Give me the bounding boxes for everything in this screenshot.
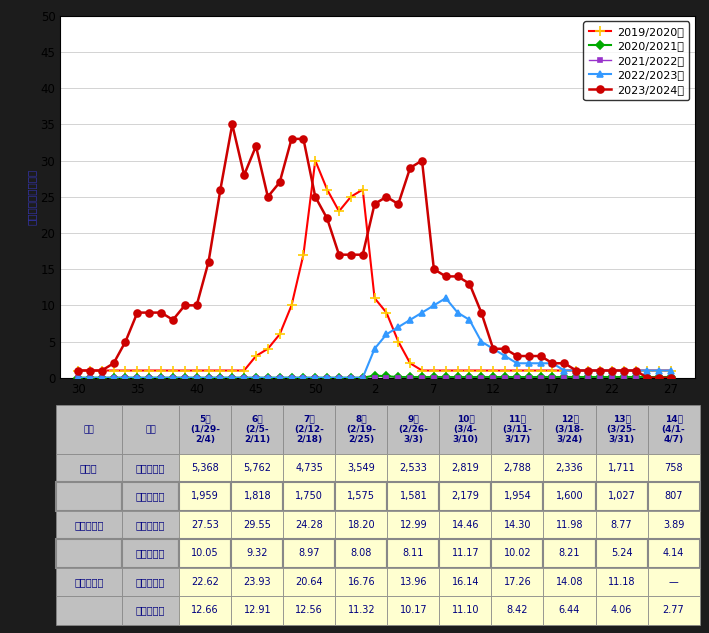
2022/2023年 bbox=[252, 374, 260, 382]
2019/2020年 bbox=[311, 157, 320, 165]
2022/2023年 bbox=[667, 367, 676, 374]
2023/2024年 bbox=[275, 179, 284, 186]
Line: 2023/2024年: 2023/2024年 bbox=[74, 121, 674, 381]
2023/2024年 bbox=[228, 121, 237, 128]
Y-axis label: 定点あたりの報告数: 定点あたりの報告数 bbox=[26, 168, 36, 225]
2020/2021年 bbox=[370, 372, 379, 379]
2023/2024年 bbox=[74, 367, 82, 374]
2022/2023年 bbox=[442, 294, 450, 302]
2023/2024年 bbox=[264, 193, 272, 201]
Legend: 2019/2020年, 2020/2021年, 2021/2022年, 2022/2023年, 2023/2024年: 2019/2020年, 2020/2021年, 2021/2022年, 2022… bbox=[584, 22, 689, 100]
2020/2021年 bbox=[204, 374, 213, 382]
Line: 2022/2023年: 2022/2023年 bbox=[75, 296, 674, 380]
2020/2021年 bbox=[252, 374, 260, 382]
2023/2024年 bbox=[204, 258, 213, 266]
2020/2021年 bbox=[477, 373, 486, 381]
2021/2022年 bbox=[655, 374, 664, 382]
2019/2020年 bbox=[477, 367, 486, 374]
2022/2023年 bbox=[264, 374, 272, 382]
2021/2022年 bbox=[264, 374, 272, 382]
2019/2020年 bbox=[204, 367, 213, 374]
2020/2021年 bbox=[513, 373, 521, 381]
Line: 2019/2020年: 2019/2020年 bbox=[73, 156, 676, 375]
2022/2023年 bbox=[513, 360, 521, 367]
2023/2024年 bbox=[477, 309, 486, 316]
Line: 2020/2021年: 2020/2021年 bbox=[75, 373, 674, 380]
2019/2020年 bbox=[264, 345, 272, 353]
2023/2024年 bbox=[655, 374, 664, 382]
2019/2020年 bbox=[513, 367, 521, 374]
2021/2022年 bbox=[74, 374, 82, 382]
2019/2020年 bbox=[655, 367, 664, 374]
2021/2022年 bbox=[667, 374, 676, 382]
2023/2024年 bbox=[667, 374, 676, 382]
2021/2022年 bbox=[204, 374, 213, 382]
2021/2022年 bbox=[252, 374, 260, 382]
2020/2021年 bbox=[74, 374, 82, 382]
2022/2023年 bbox=[74, 374, 82, 382]
2021/2022年 bbox=[465, 374, 474, 382]
2023/2024年 bbox=[643, 374, 652, 382]
2021/2022年 bbox=[501, 374, 509, 382]
2019/2020年 bbox=[252, 352, 260, 360]
2022/2023年 bbox=[655, 367, 664, 374]
Line: 2021/2022年: 2021/2022年 bbox=[76, 375, 673, 380]
2019/2020年 bbox=[667, 367, 676, 374]
2022/2023年 bbox=[477, 338, 486, 346]
2020/2021年 bbox=[655, 373, 664, 381]
2020/2021年 bbox=[264, 374, 272, 382]
2023/2024年 bbox=[513, 352, 521, 360]
2020/2021年 bbox=[667, 373, 676, 381]
2019/2020年 bbox=[74, 367, 82, 374]
2022/2023年 bbox=[204, 374, 213, 382]
